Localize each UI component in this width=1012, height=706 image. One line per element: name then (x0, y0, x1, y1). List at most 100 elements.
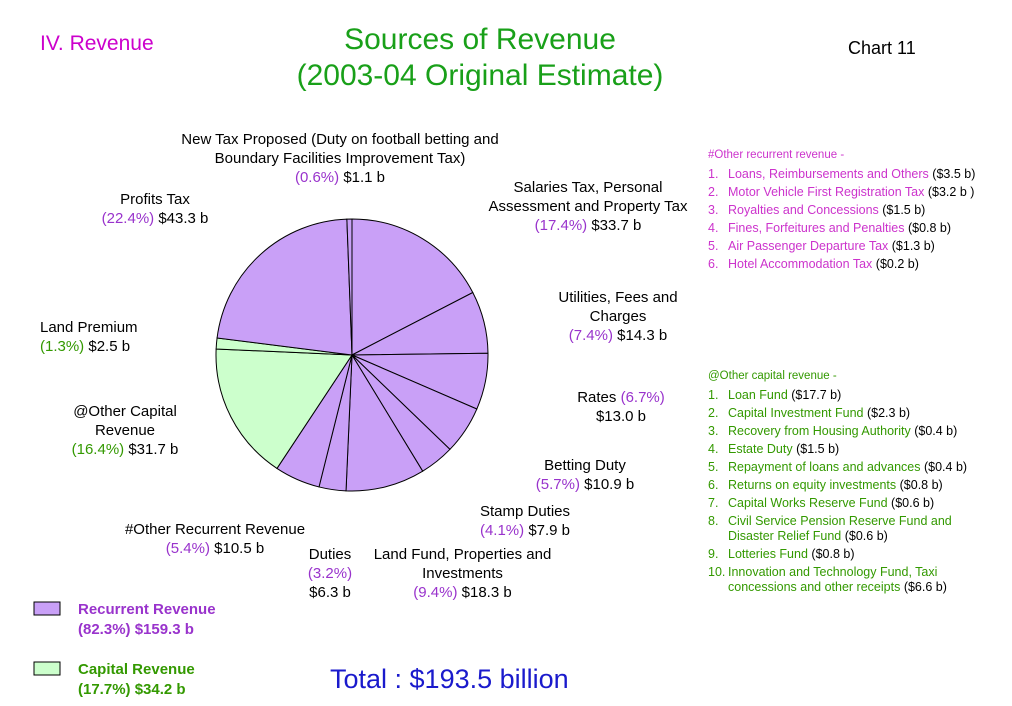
note-amount: ($0.8 b) (899, 478, 943, 492)
note-number: 6. (708, 478, 719, 492)
note-amount: ($0.4 b) (914, 424, 958, 438)
note-number: 10. (708, 565, 726, 579)
slice-name: Salaries Tax, Personal Assessment and Pr… (488, 179, 688, 215)
slice-name: Profits Tax (120, 191, 190, 208)
slice-name: New Tax Proposed (Duty on football betti… (181, 131, 499, 167)
note-item: 2. Motor Vehicle First Registration Tax (… (708, 185, 998, 200)
slice-label: @Other Capital Revenue (16.4%) $31.7 b (45, 402, 205, 459)
slice-amount: $6.3 b (309, 584, 351, 601)
subtitle: (2003-04 Original Estimate) (296, 59, 664, 92)
slice-percent: (7.4%) (568, 327, 613, 344)
legend-value: (17.7%) $34.2 b (78, 681, 186, 698)
slice-amount: $2.5 b (88, 338, 131, 355)
note-text-wrap: Loans, Reimbursements and Others ($3.5 b… (728, 167, 975, 182)
slice-amount: $31.7 b (128, 441, 179, 458)
legend-value: (82.3%) $159.3 b (78, 621, 194, 638)
legend-name: Recurrent Revenue (78, 601, 216, 618)
slice-name: #Other Recurrent Revenue (124, 521, 306, 538)
slice-amount: $18.3 b (461, 584, 512, 601)
note-text: Hotel Accommodation Tax (728, 257, 873, 271)
slice-percent: (9.4%) (413, 584, 458, 601)
note-text: Returns on equity investments (728, 478, 897, 492)
slice-percent: (17.4%) (534, 217, 588, 234)
note-item: 4. Estate Duty ($1.5 b) (708, 442, 998, 457)
note-amount: ($6.6 b) (903, 580, 947, 594)
pie-slice (216, 218, 353, 356)
note-amount: ($0.8 b) (907, 221, 952, 235)
note-number: 3. (708, 203, 719, 217)
slice-percent: (6.7%) (620, 389, 665, 406)
note-item: 10. Innovation and Technology Fund, Taxi … (708, 565, 998, 595)
note-number: 3. (708, 424, 719, 438)
slice-name: Rates (577, 389, 617, 406)
slice-label: #Other Recurrent Revenue (5.4%) $10.5 b (100, 520, 330, 558)
total: Total : $193.5 billion (330, 664, 569, 694)
slice-percent: (3.2%) (307, 565, 353, 582)
note-title: #Other recurrent revenue - (708, 149, 845, 161)
pie-slice (346, 218, 353, 356)
slice-amount: $10.5 b (214, 540, 265, 557)
note-text-wrap: Civil Service Pension Reserve Fund and D… (728, 514, 998, 544)
slice-amount: $43.3 b (158, 210, 209, 227)
section-title: IV. Revenue (40, 32, 154, 55)
note-amount: ($1.5 b) (796, 442, 840, 456)
note-text: Motor Vehicle First Registration Tax (728, 185, 925, 199)
slice-label: Stamp Duties (4.1%) $7.9 b (455, 502, 595, 540)
slice-label: Betting Duty (5.7%) $10.9 b (515, 456, 655, 494)
note-item: 5. Air Passenger Departure Tax ($1.3 b) (708, 239, 998, 254)
slice-label: Land Fund, Properties and Investments (9.… (370, 545, 555, 602)
slice-label: Utilities, Fees and Charges (7.4%) $14.3 … (558, 288, 678, 345)
legend-entry: Capital Revenue (17.7%) $34.2 b (78, 660, 195, 700)
note-text: Repayment of loans and advances (728, 460, 921, 474)
slice-percent: (0.6%) (294, 169, 340, 186)
note-number: 6. (708, 257, 719, 271)
slice-percent: (5.4%) (165, 540, 210, 557)
slice-percent: (1.3%) (40, 338, 85, 355)
slice-amount: $10.9 b (584, 476, 635, 493)
slice-name: Utilities, Fees and Charges (558, 289, 678, 325)
note-amount: ($3.5 b) (932, 167, 976, 181)
note-text-wrap: Innovation and Technology Fund, Taxi con… (728, 565, 998, 595)
note-list: #Other recurrent revenue - 1. Loans, Reimb… (708, 148, 998, 275)
slice-amount: $7.9 b (528, 522, 571, 539)
note-item: 2. Capital Investment Fund ($2.3 b) (708, 406, 998, 421)
note-text: Air Passenger Departure Tax (728, 239, 889, 253)
slice-name: Duties (308, 546, 352, 563)
note-text: Loans, Reimbursements and Others (728, 167, 929, 181)
slice-label: Duties (3.2%) $6.3 b (300, 545, 360, 602)
slice-label: New Tax Proposed (Duty on football betti… (170, 130, 510, 187)
slice-name: Land Premium (40, 319, 138, 336)
slice-percent: (5.7%) (535, 476, 580, 493)
slice-label: Salaries Tax, Personal Assessment and Pr… (488, 178, 688, 235)
slice-name: Stamp Duties (479, 503, 571, 520)
note-text-wrap: Returns on equity investments ($0.8 b) (728, 478, 943, 493)
note-amount: ($1.5 b) (882, 203, 926, 217)
note-number: 1. (708, 167, 719, 181)
note-text-wrap: Capital Investment Fund ($2.3 b) (728, 406, 910, 421)
legend-swatch (33, 661, 61, 676)
chart-number: Chart 11 (848, 38, 916, 58)
note-text-wrap: Air Passenger Departure Tax ($1.3 b) (728, 239, 935, 254)
note-item: 5. Repayment of loans and advances ($0.4 … (708, 460, 998, 475)
slice-amount: $33.7 b (591, 217, 642, 234)
note-text: Capital Works Reserve Fund (728, 496, 888, 510)
note-item: 6. Hotel Accommodation Tax ($0.2 b) (708, 257, 998, 272)
note-text-wrap: Royalties and Concessions ($1.5 b) (728, 203, 925, 218)
slice-percent: (22.4%) (101, 210, 155, 227)
note-text: Loan Fund (728, 388, 788, 402)
note-number: 7. (708, 496, 719, 510)
note-amount: ($1.3 b) (891, 239, 935, 253)
note-number: 5. (708, 239, 719, 253)
note-item: 7. Capital Works Reserve Fund ($0.6 b) (708, 496, 998, 511)
note-item: 6. Returns on equity investments ($0.8 b) (708, 478, 998, 493)
chart-title: Sources of Revenue (2003-04 Original Est… (230, 22, 730, 94)
note-text: Fines, Forfeitures and Penalties (728, 221, 905, 235)
note-text: Recovery from Housing Authority (728, 424, 911, 438)
slice-label: Rates (6.7%) $13.0 b (556, 388, 686, 426)
note-text: Innovation and Technology Fund, Taxi con… (728, 565, 938, 594)
note-text-wrap: Capital Works Reserve Fund ($0.6 b) (728, 496, 934, 511)
note-number: 4. (708, 221, 719, 235)
pie-slice (215, 348, 353, 470)
